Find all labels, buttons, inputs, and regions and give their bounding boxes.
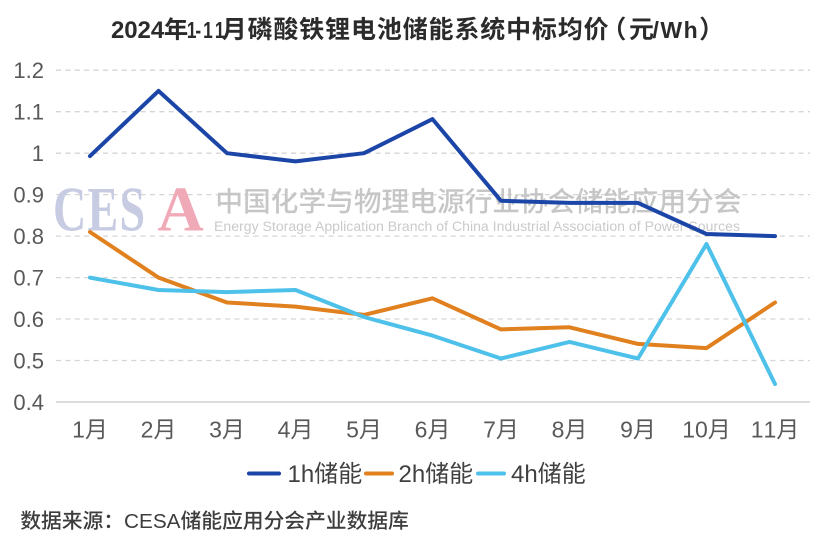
svg-text:2024: 2024 bbox=[111, 17, 165, 44]
svg-text:5: 5 bbox=[346, 417, 359, 443]
svg-text:2h: 2h bbox=[399, 461, 426, 488]
svg-text:1.1: 1.1 bbox=[13, 100, 44, 125]
svg-text:1.2: 1.2 bbox=[13, 58, 44, 83]
svg-text:1: 1 bbox=[203, 19, 213, 44]
svg-text:A: A bbox=[158, 174, 204, 245]
svg-text:0.9: 0.9 bbox=[13, 183, 44, 208]
svg-text:-: - bbox=[195, 19, 201, 44]
svg-text:0.5: 0.5 bbox=[13, 349, 44, 374]
svg-text:1h: 1h bbox=[288, 461, 315, 488]
svg-text:9: 9 bbox=[620, 417, 633, 443]
svg-text:0.4: 0.4 bbox=[13, 390, 44, 415]
svg-text:11: 11 bbox=[751, 417, 777, 443]
svg-text:0.8: 0.8 bbox=[13, 224, 44, 249]
svg-text:0.6: 0.6 bbox=[13, 307, 44, 332]
svg-text:0.7: 0.7 bbox=[13, 266, 44, 291]
svg-text:1: 1 bbox=[72, 417, 85, 443]
svg-text:CESA: CESA bbox=[124, 510, 181, 533]
svg-text:6: 6 bbox=[415, 417, 428, 443]
svg-text:Energy Storage Application Bra: Energy Storage Application Branch of Chi… bbox=[214, 218, 740, 234]
svg-text:2: 2 bbox=[141, 417, 154, 443]
svg-text:/Wh: /Wh bbox=[653, 17, 698, 43]
svg-text:1: 1 bbox=[215, 19, 225, 44]
svg-text:8: 8 bbox=[552, 417, 565, 443]
svg-text:7: 7 bbox=[483, 417, 496, 443]
svg-text:CES: CES bbox=[53, 174, 146, 245]
svg-text:1: 1 bbox=[32, 141, 44, 166]
svg-text:3: 3 bbox=[209, 417, 222, 443]
svg-text:10: 10 bbox=[682, 417, 708, 443]
svg-text:1: 1 bbox=[187, 19, 197, 44]
svg-text:4: 4 bbox=[278, 417, 291, 443]
svg-text:4h: 4h bbox=[511, 461, 538, 488]
